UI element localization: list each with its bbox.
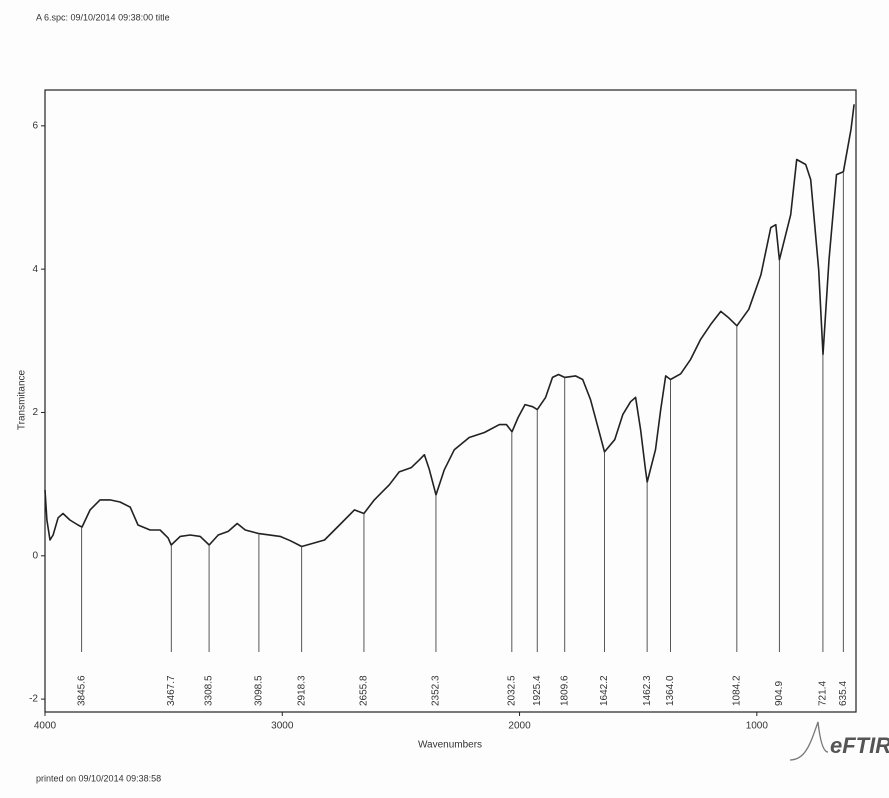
peak-label: 1642.2: [599, 675, 610, 706]
y-tick-label: -2: [29, 694, 38, 705]
y-tick-label: 6: [32, 120, 38, 131]
peak-label: 2032.5: [506, 675, 517, 706]
x-tick-label: 4000: [34, 721, 57, 732]
peak-label: 3308.5: [204, 675, 215, 706]
y-tick-label: 2: [32, 407, 38, 418]
peak-label: 1462.3: [642, 675, 653, 706]
peak-label: 1925.4: [532, 675, 543, 706]
peak-label: 3098.5: [254, 675, 265, 706]
y-tick-label: 4: [32, 264, 38, 275]
peak-label: 904.9: [774, 681, 785, 706]
peak-label: 3467.7: [166, 675, 177, 706]
peak-label: 3845.6: [76, 675, 87, 706]
chart-title: A 6.spc: 09/10/2014 09:38:00 title: [36, 12, 170, 22]
peak-label: 2352.3: [431, 675, 442, 706]
peak-label: 1809.6: [559, 675, 570, 706]
peak-label: 1084.2: [731, 675, 742, 706]
peak-label: 2655.8: [359, 675, 370, 706]
plot-frame: [44, 89, 857, 713]
x-tick-label: 2000: [508, 721, 531, 732]
x-axis-label: Wavenumbers: [418, 740, 482, 751]
logo: eFTIR: [830, 733, 889, 758]
footer: printed on 09/10/2014 09:38:58: [36, 773, 161, 783]
peak-label: 721.4: [818, 681, 829, 706]
y-axis-label: Transmitance: [17, 369, 28, 430]
x-tick-label: 3000: [271, 721, 294, 732]
y-tick-label: 0: [32, 550, 38, 561]
spectrum-line: [44, 104, 855, 548]
peak-label: 1364.0: [665, 675, 676, 706]
peak-label: 2918.3: [296, 675, 307, 706]
x-tick-label: 1000: [746, 721, 769, 732]
logo-swoosh: [789, 721, 829, 761]
peak-label: 635.4: [838, 681, 849, 706]
